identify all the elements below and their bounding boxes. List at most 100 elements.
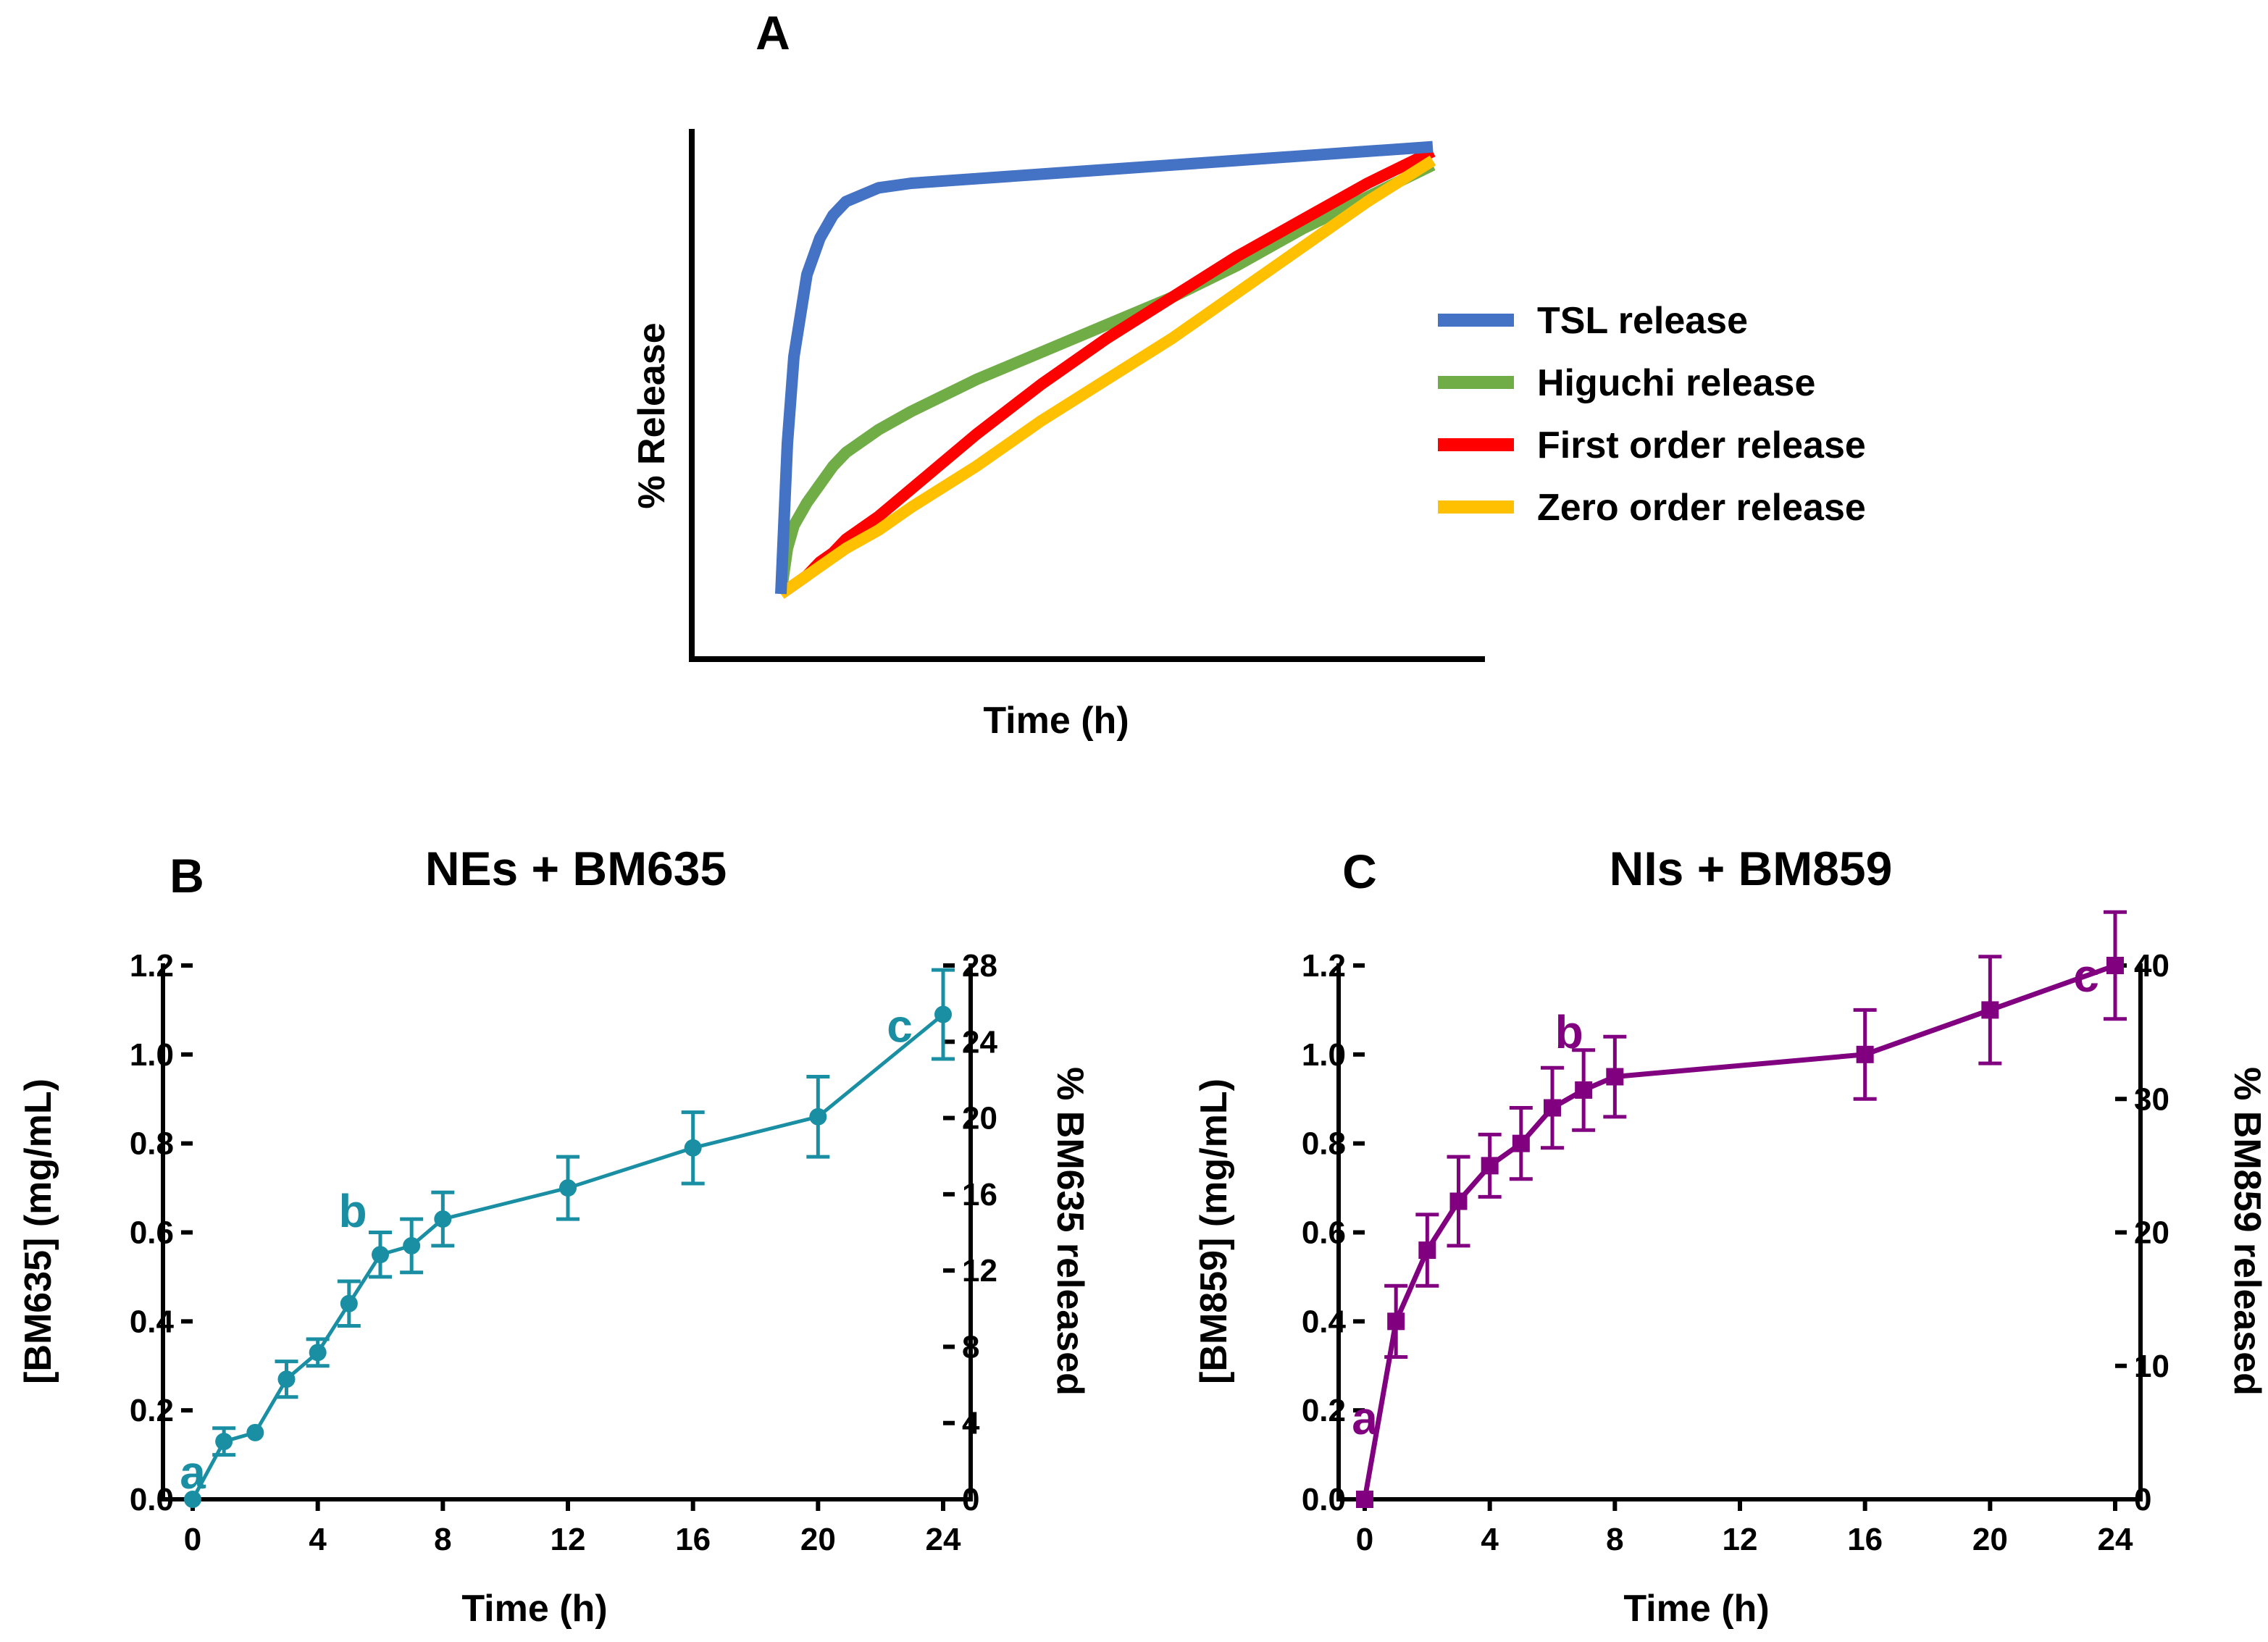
point-annotation-b: b (338, 1185, 367, 1237)
data-point (309, 1344, 327, 1362)
x-tick-label: 8 (1606, 1522, 1623, 1557)
data-point (1512, 1134, 1530, 1152)
x-tick-label: 12 (551, 1522, 586, 1557)
data-point (340, 1294, 358, 1312)
panel-c-y2-ticks: 0 10 20 30 40 (2115, 948, 2169, 1517)
y-tick-label: 0.6 (1302, 1215, 1346, 1251)
panel-b-x-axis-label: Time (h) (461, 1588, 607, 1630)
data-point (2106, 957, 2124, 974)
x-tick-label: 20 (800, 1522, 836, 1557)
y-tick-label: 1.0 (1302, 1037, 1346, 1073)
x-tick-label: 8 (434, 1522, 451, 1557)
data-point (1606, 1068, 1624, 1086)
legend-label-higuchi: Higuchi release (1537, 362, 1815, 404)
data-point (184, 1491, 201, 1508)
curve-tsl-release (775, 141, 1434, 595)
y-tick-label: 1.2 (130, 948, 174, 984)
y-tick-label: 0.4 (130, 1304, 175, 1339)
point-annotation-a: a (180, 1446, 206, 1499)
y2-tick-label: 12 (962, 1253, 997, 1289)
legend-label-first-order: First order release (1537, 424, 1866, 466)
data-point (372, 1246, 389, 1264)
y-tick-label: 0.2 (1302, 1393, 1346, 1428)
legend-label-zero-order: Zero order release (1537, 487, 1866, 529)
y-tick-label: 1.0 (130, 1037, 174, 1073)
data-point (934, 1005, 952, 1023)
y2-tick-label: 24 (962, 1024, 997, 1060)
panel-b-title: NEs + BM635 (425, 842, 727, 895)
panel-b-x-ticks: 0 4 8 12 16 20 24 (184, 1499, 961, 1557)
y2-tick-label: 40 (2134, 948, 2169, 984)
panel-a-curves (775, 141, 1436, 599)
data-point (215, 1433, 233, 1451)
panel-c-y-axis-label: [BM859] (mg/mL) (1193, 1078, 1235, 1384)
data-point (1544, 1099, 1561, 1117)
x-tick-label: 16 (675, 1522, 711, 1557)
panel-b: B NEs + BM635 0.0 0.2 0.4 0.6 0.8 1.0 1.2 0 4 8 1… (17, 842, 1091, 1630)
panel-b-y-axis-label: [BM635] (mg/mL) (17, 1078, 59, 1384)
panel-a-legend: TSL release Higuchi release First order … (1438, 300, 1866, 529)
data-point (403, 1236, 421, 1254)
panel-c-annotations: a b c (1352, 950, 2099, 1444)
panel-b-y2-axis-label: % BM635 released (1049, 1067, 1091, 1396)
data-point (1356, 1491, 1373, 1508)
data-point (809, 1107, 827, 1126)
x-tick-label: 4 (1481, 1522, 1499, 1557)
panel-c-x-ticks: 0 4 8 12 16 20 24 (1356, 1499, 2133, 1557)
data-point (1856, 1045, 1874, 1063)
y2-tick-label: 4 (962, 1406, 980, 1441)
panel-a-x-axis-label: Time (h) (983, 700, 1129, 742)
point-annotation-a: a (1352, 1392, 1378, 1444)
y-tick-label: 0.0 (1302, 1482, 1346, 1517)
y-tick-label: 1.2 (1302, 948, 1346, 984)
y2-tick-label: 20 (2134, 1215, 2169, 1251)
point-annotation-b: b (1555, 1006, 1583, 1058)
y2-tick-label: 10 (2134, 1349, 2169, 1384)
panel-c-y2-axis-label: % BM859 released (2226, 1067, 2268, 1396)
curve-zero-order-release (777, 155, 1436, 599)
panel-c-label: C (1342, 845, 1377, 898)
data-point (277, 1370, 296, 1388)
panel-c-series (1356, 910, 2127, 1508)
legend-label-tsl: TSL release (1537, 300, 1748, 342)
series-line (191, 1013, 945, 1501)
data-point (1981, 1001, 1999, 1019)
y2-tick-label: 0 (962, 1482, 979, 1517)
point-annotation-c: c (887, 1000, 913, 1052)
x-tick-label: 16 (1847, 1522, 1883, 1557)
panel-a-y-axis-label: % Release (631, 322, 673, 508)
y2-tick-label: 20 (962, 1101, 997, 1136)
y-tick-label: 0.2 (130, 1393, 174, 1428)
x-tick-label: 0 (1356, 1522, 1373, 1557)
curve-higuchi-release (775, 159, 1436, 595)
data-point (1481, 1157, 1499, 1175)
data-point (246, 1423, 264, 1441)
panel-b-annotations: a b c (180, 1000, 913, 1499)
y-tick-label: 0.8 (1302, 1126, 1346, 1162)
y2-tick-label: 0 (2134, 1482, 2151, 1517)
x-tick-label: 24 (2098, 1522, 2133, 1557)
data-point (1449, 1192, 1468, 1210)
panel-a-label: A (756, 6, 790, 59)
x-tick-label: 12 (1723, 1522, 1758, 1557)
y-tick-label: 0.6 (130, 1215, 174, 1251)
panel-b-y2-ticks: 0 4 8 12 16 20 24 28 (943, 948, 997, 1517)
y2-tick-label: 28 (962, 948, 997, 984)
y-tick-label: 0.0 (130, 1482, 174, 1517)
panel-b-series (184, 968, 955, 1508)
panel-c-y-ticks: 0.0 0.2 0.4 0.6 0.8 1.0 1.2 (1302, 948, 1365, 1517)
data-point (1418, 1241, 1436, 1260)
panel-c: C NIs + BM859 0.0 0.2 0.4 0.6 0.8 1.0 1.2 0 10 2… (1193, 842, 2268, 1630)
data-point (1575, 1081, 1593, 1099)
y-tick-label: 0.8 (130, 1126, 174, 1162)
x-tick-label: 0 (184, 1522, 201, 1557)
x-tick-label: 4 (309, 1522, 327, 1557)
x-tick-label: 24 (926, 1522, 961, 1557)
point-annotation-c: c (2073, 950, 2099, 1002)
y2-tick-label: 30 (2134, 1081, 2169, 1117)
data-point (1387, 1312, 1405, 1331)
series-line (1362, 963, 2117, 1500)
y2-tick-label: 16 (962, 1177, 997, 1212)
data-point (684, 1139, 702, 1157)
